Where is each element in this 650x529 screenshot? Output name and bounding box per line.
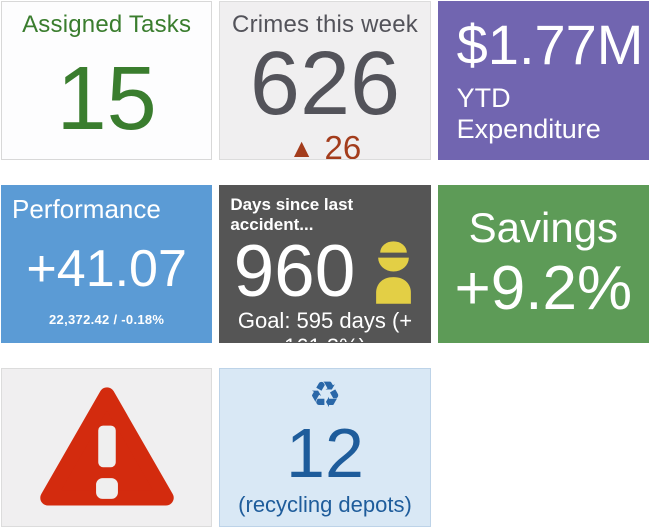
recycle-icon: ♻ [308,373,342,415]
up-triangle-icon: ▲ [288,133,315,160]
card-recycling-depots: ♻ 12 (recycling depots) [219,368,431,527]
assigned-tasks-value: 15 [56,49,157,149]
accident-goal: Goal: 595 days (+ 161.3%) [237,308,413,342]
card-savings: Savings +9.2% [437,185,649,343]
empty-cell [438,368,649,527]
warning-triangle-icon [2,369,211,526]
card-ytd-expenditure: $1.77M YTD Expenditure [437,1,649,160]
crimes-title: Crimes this week [232,11,418,38]
expenditure-label: YTD Expenditure [456,82,601,144]
card-days-since-accident: Days since last accident... 960 Goal: 59… [219,185,431,343]
recycling-label: (recycling depots) [238,492,412,518]
savings-value: +9.2% [454,254,633,323]
accident-value: 960 [233,231,356,312]
savings-title: Savings [468,203,619,251]
card-alert [1,368,213,527]
expenditure-value: $1.77M [456,13,644,77]
crimes-value: 626 [249,34,401,134]
accident-title: Days since last accident... [230,195,354,234]
worker-person-icon [371,240,416,304]
performance-title: Performance [12,194,161,224]
card-performance: Performance +41.07 22,372.42 / -0.18% [1,185,213,343]
crimes-delta-value: 26 [324,129,362,160]
performance-value: +41.07 [26,239,187,298]
crimes-delta: ▲ 26 [220,129,429,160]
performance-detail: 22,372.42 / -0.18% [49,312,165,327]
card-crimes-this-week: Crimes this week 626 ▲ 26 [219,1,431,160]
recycling-value: 12 [286,413,364,492]
assigned-tasks-title: Assigned Tasks [22,11,192,38]
card-assigned-tasks: Assigned Tasks 15 [1,1,213,160]
